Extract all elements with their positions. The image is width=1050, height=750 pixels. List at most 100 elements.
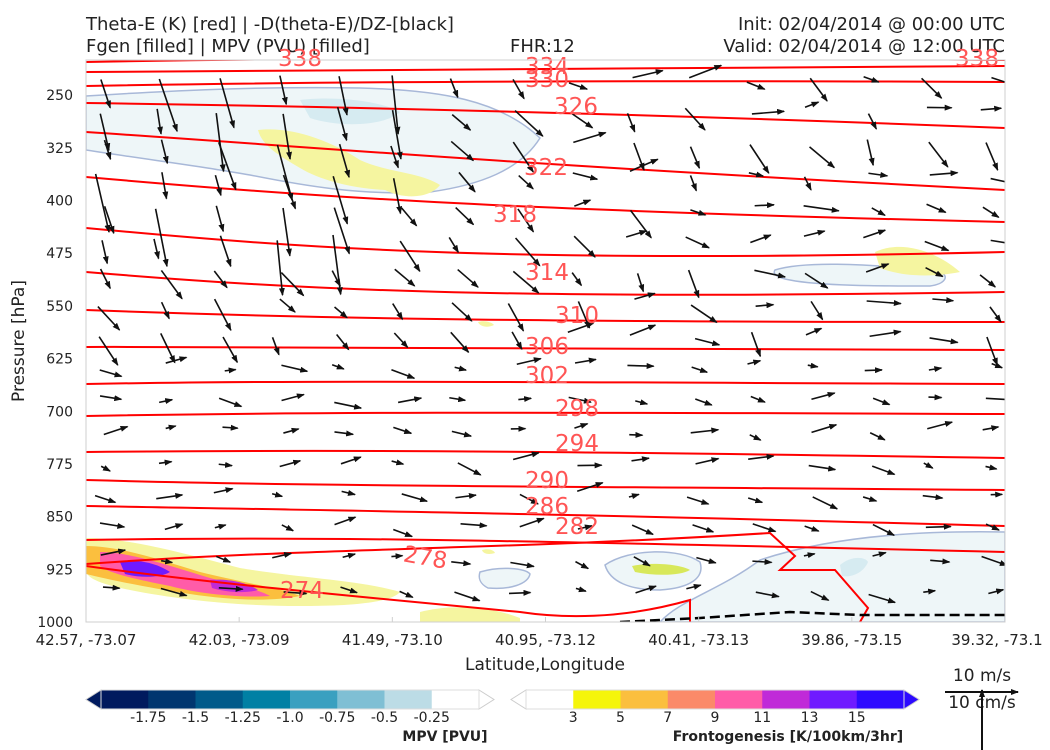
- wind-vector-180: [334, 430, 355, 437]
- mpv-colorbar-arrow-right: [478, 689, 495, 710]
- wind-vector-57: [629, 158, 659, 172]
- wind-vector-159: [991, 362, 1004, 369]
- wind-vector-93: [863, 229, 887, 239]
- wind-vector-161: [158, 398, 174, 405]
- theta-e-line-13: [86, 479, 1005, 491]
- wind-vector-48: [94, 173, 111, 234]
- theta-e-label-5: 318: [493, 202, 537, 228]
- mpv-colorbar-tick-1: -1.5: [182, 710, 209, 726]
- wind-vector-56: [572, 172, 599, 181]
- wind-vector-135: [511, 331, 523, 351]
- wind-vector-89: [625, 230, 648, 238]
- mpv-colorbar-label: MPV [PVU]: [402, 729, 487, 745]
- wind-vector-248: [575, 560, 590, 570]
- wind-vector-264: [575, 586, 587, 593]
- wind-vector-45: [866, 139, 875, 167]
- wind-vector-76: [803, 205, 840, 213]
- wind-vector-142: [929, 337, 959, 345]
- wind-vector-101: [394, 268, 416, 287]
- wind-vector-38: [450, 140, 475, 162]
- wind-vector-109: [865, 263, 890, 273]
- wind-vector-126: [932, 297, 955, 304]
- theta-e-line-16: [86, 531, 870, 622]
- wind-vector-66: [215, 205, 225, 233]
- mpv-region-small: [478, 567, 531, 590]
- wind-vector-129: [160, 333, 176, 364]
- mpv-colorbar-swatch-5: [337, 690, 385, 709]
- wind-vector-47: [985, 142, 999, 171]
- wind-vector-150: [454, 365, 468, 372]
- wind-vector-254: [930, 558, 951, 565]
- theta-e-label-1: 334: [525, 54, 569, 80]
- mpv-colorbar-swatch-3: [242, 690, 291, 709]
- theta-e-line-4: [86, 131, 1005, 191]
- wind-vector-34: [217, 142, 237, 191]
- x-tick-label-1: 42.03, -73.09: [189, 631, 290, 649]
- fgen-colorbar-swatch-5: [762, 690, 810, 709]
- fgen-colorbar-tick-1: 5: [616, 710, 625, 726]
- theta-e-label-12: 290: [525, 468, 569, 494]
- fgen-colorbar-tick-0: 3: [569, 710, 578, 726]
- wind-vector-257: [160, 587, 188, 597]
- wind-vector-203: [748, 453, 775, 460]
- theta-e-line-1: [86, 65, 1005, 73]
- theta-e-line-3: [86, 102, 1005, 129]
- wind-vector-71: [517, 208, 535, 233]
- wind-vector-156: [807, 362, 819, 369]
- wind-vector-265: [635, 585, 657, 594]
- y-tick-label-2: 400: [46, 194, 73, 210]
- wind-vector-83: [276, 240, 285, 297]
- wind-vector-64: [103, 206, 115, 235]
- wind-vector-249: [633, 556, 651, 567]
- wind-vector-226: [214, 523, 227, 530]
- wind-vector-39: [512, 141, 534, 173]
- wind-vector-55: [518, 174, 534, 190]
- wind-vector-194: [218, 461, 234, 468]
- wind-vector-218: [686, 496, 710, 505]
- wind-vector-172: [811, 391, 836, 401]
- wind-vector-215: [519, 493, 539, 505]
- theta-e-label-10: 298: [555, 396, 599, 422]
- wind-vector-113: [160, 301, 170, 320]
- wind-vector-271: [988, 588, 1005, 595]
- wind-vector-192: [100, 465, 111, 472]
- x-tick-label-4: 40.41, -73.13: [648, 631, 749, 649]
- fgen-colorbar-swatch-6: [809, 690, 858, 709]
- wind-vector-43: [749, 144, 770, 174]
- fgen-colorbar-tick-2: 7: [663, 710, 672, 726]
- wind-vector-100: [331, 270, 341, 288]
- wind-vector-230: [460, 522, 488, 529]
- wind-vector-136: [567, 322, 595, 334]
- wind-vector-108: [804, 272, 829, 289]
- wind-vector-7: [512, 79, 525, 100]
- y-tick-label-4: 550: [46, 299, 73, 315]
- theta-e-line-12: [86, 449, 1005, 459]
- wind-vector-243: [272, 552, 293, 559]
- wind-vector-111: [979, 274, 997, 288]
- theta-e-label-14: 282: [555, 514, 599, 540]
- wind-vector-50: [214, 175, 222, 197]
- wind-vector-106: [687, 269, 700, 299]
- mpv-colorbar-arrow-left: [85, 689, 102, 710]
- wind-vector-188: [811, 423, 838, 434]
- filled-fields: [86, 60, 1005, 622]
- wind-vector-110: [925, 267, 944, 278]
- wind-vector-198: [457, 462, 482, 476]
- wind-vector-222: [922, 494, 944, 501]
- wind-vector-167: [518, 396, 533, 402]
- y-axis: 250 325 400 475 550 625 700 775 850 925 1000: [37, 88, 73, 631]
- wind-vector-96: [99, 268, 111, 290]
- x-axis-label: Latitude,Longitude: [465, 655, 625, 675]
- reference-vector: 10 m/s 10 cm/s: [945, 666, 1019, 750]
- wind-vector-262: [454, 591, 481, 602]
- wind-vector-26: [684, 107, 706, 131]
- wind-vector-251: [752, 558, 773, 565]
- wind-vector-238: [925, 523, 952, 530]
- y-tick-label-0: 250: [46, 88, 73, 104]
- wind-vector-225: [164, 523, 184, 531]
- wind-vector-173: [872, 397, 891, 406]
- wind-vector-116: [334, 306, 348, 319]
- wind-vector-236: [804, 525, 820, 532]
- wind-vector-118: [451, 302, 473, 322]
- wind-vector-217: [628, 493, 640, 500]
